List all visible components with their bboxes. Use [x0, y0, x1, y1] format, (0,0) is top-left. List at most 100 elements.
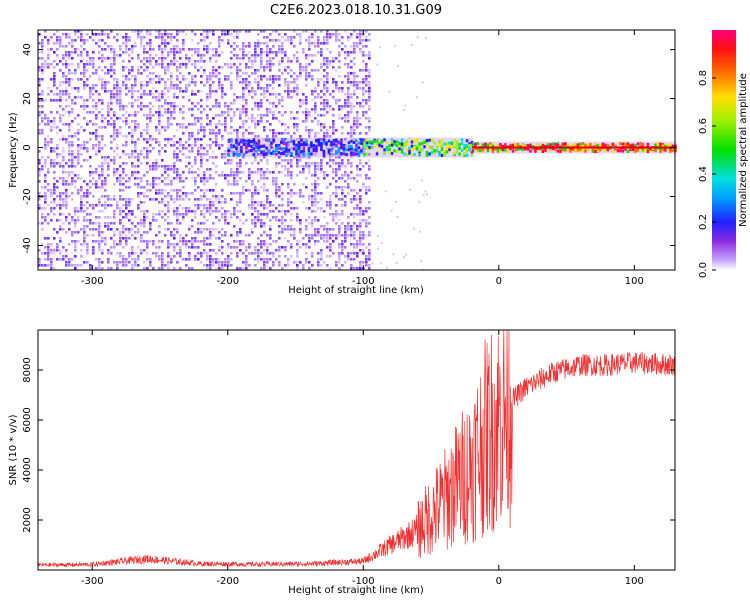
heatmap-cell: [278, 111, 281, 114]
heatmap-cell: [263, 42, 266, 45]
heatmap-cell: [50, 99, 53, 102]
heatmap-cell: [185, 195, 188, 198]
heatmap-cell: [146, 231, 149, 234]
heatmap-cell: [287, 137, 291, 158]
heatmap-cell: [519, 147, 522, 151]
heatmap-cell: [347, 87, 350, 90]
heatmap-cell: [59, 240, 62, 243]
heatmap-cell: [356, 120, 359, 123]
heatmap-cell: [308, 42, 311, 45]
heatmap-cell: [173, 207, 176, 210]
heatmap-cell: [110, 69, 113, 72]
heatmap-cell: [206, 48, 209, 51]
heatmap-cell: [167, 261, 170, 264]
heatmap-cell: [197, 240, 200, 243]
heatmap-cell: [44, 144, 47, 147]
heatmap-cell: [98, 231, 101, 234]
heatmap-cell: [125, 39, 128, 42]
heatmap-cell: [360, 149, 363, 153]
heatmap-cell: [335, 195, 338, 198]
heatmap-cell: [98, 198, 101, 201]
heatmap-cell: [353, 222, 356, 225]
heatmap-cell: [188, 48, 191, 51]
heatmap-cell: [152, 165, 155, 168]
heatmap-cell: [314, 87, 317, 90]
heatmap-cell: [359, 249, 362, 252]
heatmap-cell: [218, 258, 221, 261]
heatmap-cell: [224, 117, 227, 120]
heatmap-cell: [200, 33, 203, 36]
heatmap-cell: [297, 144, 301, 148]
heatmap-cell: [38, 99, 41, 102]
heatmap-cell: [230, 139, 233, 143]
heatmap-cell: [290, 225, 293, 228]
heatmap-cell: [257, 243, 260, 246]
heatmap-cell: [113, 183, 116, 186]
heatmap-cell: [107, 36, 110, 39]
heatmap-cell: [443, 137, 446, 158]
heatmap-cell: [113, 240, 116, 243]
heatmap-cell: [356, 246, 359, 249]
heatmap-cell: [443, 153, 446, 157]
heatmap-cell: [266, 249, 269, 252]
heatmap-cell: [203, 39, 206, 42]
heatmap-cell: [227, 108, 230, 111]
heatmap-cell: [347, 114, 350, 117]
heatmap-cell: [240, 148, 243, 152]
heatmap-cell: [68, 171, 71, 174]
heatmap-cell: [290, 117, 293, 120]
heatmap-cell: [65, 51, 68, 54]
heatmap-cell: [599, 148, 602, 152]
heatmap-cell: [101, 165, 104, 168]
heatmap-cell: [224, 111, 227, 114]
heatmap-cell: [194, 171, 197, 174]
heatmap-cell: [74, 33, 77, 36]
heatmap-cell: [254, 72, 257, 75]
heatmap-cell: [236, 132, 239, 135]
heatmap-cell: [353, 57, 356, 60]
heatmap-cell: [445, 147, 449, 151]
heatmap-cell: [353, 93, 356, 96]
heatmap-cell: [350, 231, 353, 234]
heatmap-cell: [242, 267, 245, 270]
heatmap-cell: [263, 30, 266, 33]
heatmap-cell: [383, 151, 386, 155]
heatmap-cell: [83, 42, 86, 45]
heatmap-cell: [212, 222, 215, 225]
heatmap-cell: [155, 138, 158, 141]
heatmap-cell: [293, 126, 296, 129]
heatmap-cell: [263, 258, 266, 261]
heatmap-cell: [167, 42, 170, 45]
heatmap-cell: [311, 183, 314, 186]
heatmap-cell: [353, 90, 356, 93]
heatmap-cell: [230, 81, 233, 84]
heatmap-cell: [74, 165, 77, 168]
heatmap-cell: [176, 39, 179, 42]
heatmap-cell: [272, 151, 276, 155]
heatmap-cell: [227, 162, 230, 165]
heatmap-cell: [281, 267, 284, 270]
heatmap-cell: [50, 219, 53, 222]
heatmap-cell: [317, 114, 320, 117]
heatmap-cell: [356, 207, 359, 210]
heatmap-cell: [83, 99, 86, 102]
heatmap-cell: [80, 96, 83, 99]
heatmap-cell: [332, 60, 335, 63]
heatmap-cell: [278, 195, 281, 198]
heatmap-cell: [203, 249, 206, 252]
heatmap-cell: [266, 171, 269, 174]
heatmap-cell: [116, 252, 119, 255]
heatmap-cell: [501, 144, 505, 148]
heatmap-cell: [83, 231, 86, 234]
heatmap-cell: [314, 30, 317, 33]
heatmap-cell: [89, 36, 92, 39]
heatmap-cell: [44, 99, 47, 102]
heatmap-cell: [227, 33, 230, 36]
heatmap-cell: [149, 93, 152, 96]
heatmap-cell: [326, 99, 329, 102]
heatmap-cell: [53, 177, 56, 180]
heatmap-cell: [68, 195, 71, 198]
heatmap-cell: [200, 60, 203, 63]
heatmap-cell: [254, 69, 257, 72]
heatmap-cell: [77, 162, 80, 165]
